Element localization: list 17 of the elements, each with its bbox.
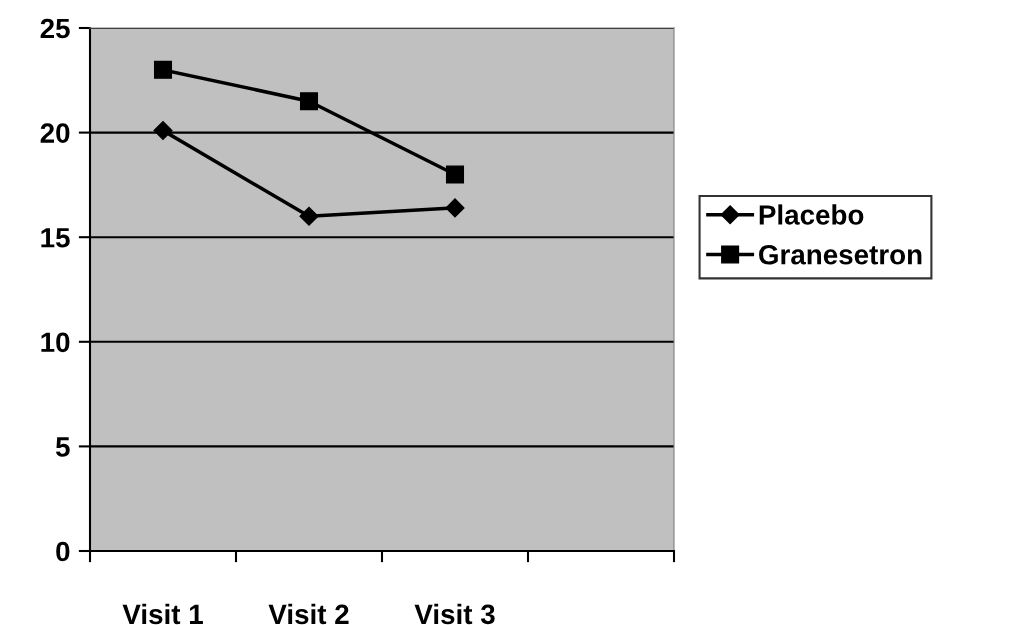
point bbox=[299, 92, 319, 111]
y-tick-label: 10 bbox=[41, 332, 70, 353]
legend-label: Placebo bbox=[759, 204, 864, 225]
y-tick-label: 0 bbox=[56, 541, 70, 562]
legend-label: Granesetron bbox=[759, 244, 922, 265]
y-tick-label: 5 bbox=[55, 437, 70, 457]
y-tick-label: 15 bbox=[41, 228, 70, 248]
x-tick-label: Visit 1 bbox=[122, 603, 203, 625]
point bbox=[299, 206, 319, 226]
y-tick-label: 25 bbox=[40, 18, 70, 39]
point bbox=[153, 60, 173, 79]
point bbox=[445, 165, 465, 184]
y-tick-label: 20 bbox=[40, 123, 70, 143]
point bbox=[153, 120, 173, 141]
x-tick-label: Visit 3 bbox=[414, 603, 495, 625]
x-tick-label: Visit 2 bbox=[268, 603, 349, 625]
point bbox=[445, 198, 465, 218]
